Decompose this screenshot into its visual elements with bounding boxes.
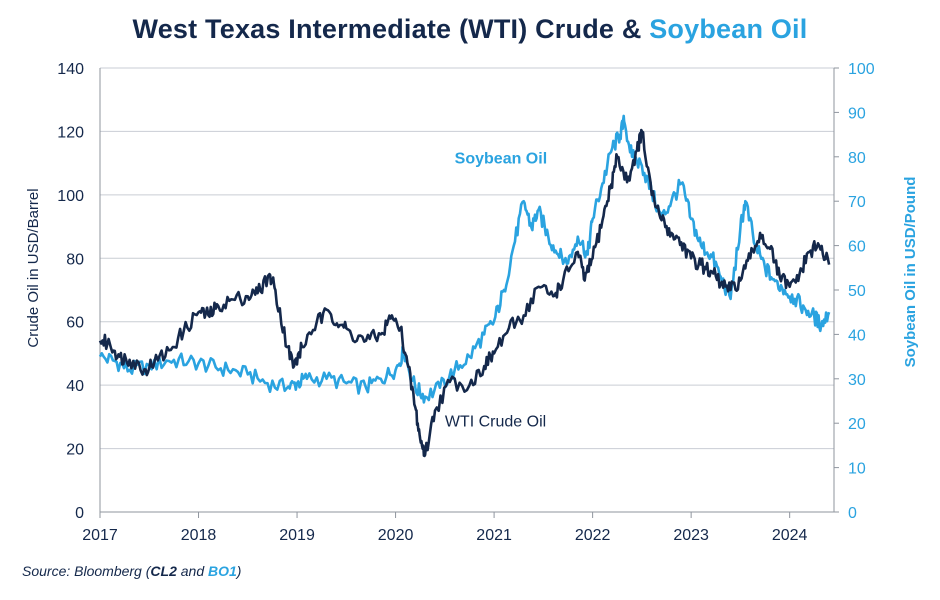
x-tick-2019: 2019 [279,527,315,544]
y-left-tick-80: 80 [66,251,84,268]
y-right-tick-60: 60 [848,239,866,256]
series-line-wti-crude-oil [100,130,829,456]
y-right-tick-70: 70 [848,194,866,211]
y-left-tick-20: 20 [66,442,84,459]
source-and: and [177,563,208,579]
x-tick-2021: 2021 [476,527,512,544]
y-left-tick-100: 100 [57,188,84,205]
y-right-tick-10: 10 [848,461,866,478]
y-right-tick-20: 20 [848,416,866,433]
x-tick-2024: 2024 [772,527,808,544]
y-right-tick-80: 80 [848,150,866,167]
x-tick-2022: 2022 [575,527,611,544]
x-tick-2017: 2017 [82,527,118,544]
y-axis-label-left: Crude Oil in USD/Barrel [25,188,42,347]
y-left-tick-140: 140 [57,61,84,78]
source-code-cl2: CL2 [150,563,176,579]
y-left-tick-40: 40 [66,378,84,395]
annotation-wti-crude-oil: WTI Crude Oil [445,413,546,430]
x-tick-2020: 2020 [378,527,414,544]
source-prefix: Source: Bloomberg ( [22,563,150,579]
x-tick-2018: 2018 [181,527,217,544]
y-axis-label-right: Soybean Oil in USD/Pound [902,177,919,368]
source-code-bo1: BO1 [208,563,237,579]
y-right-tick-40: 40 [848,327,866,344]
x-tick-2023: 2023 [673,527,709,544]
y-right-tick-100: 100 [848,61,875,78]
y-right-tick-30: 30 [848,372,866,389]
tick-labels: 0 20 40 60 80 100 120 140 0 10 20 30 40 50 60 70 80 90 100… [57,61,875,544]
y-left-tick-60: 60 [66,315,84,332]
annotations: Soybean Oil WTI Crude Oil [445,150,547,430]
y-right-tick-50: 50 [848,283,866,300]
y-right-tick-0: 0 [848,505,857,522]
source-note: Source: Bloomberg (CL2 and BO1) [22,563,241,579]
y-right-tick-90: 90 [848,105,866,122]
y-left-tick-120: 120 [57,124,84,141]
y-left-tick-0: 0 [75,505,84,522]
annotation-soybean-oil: Soybean Oil [455,150,547,167]
source-suffix: ) [237,563,242,579]
